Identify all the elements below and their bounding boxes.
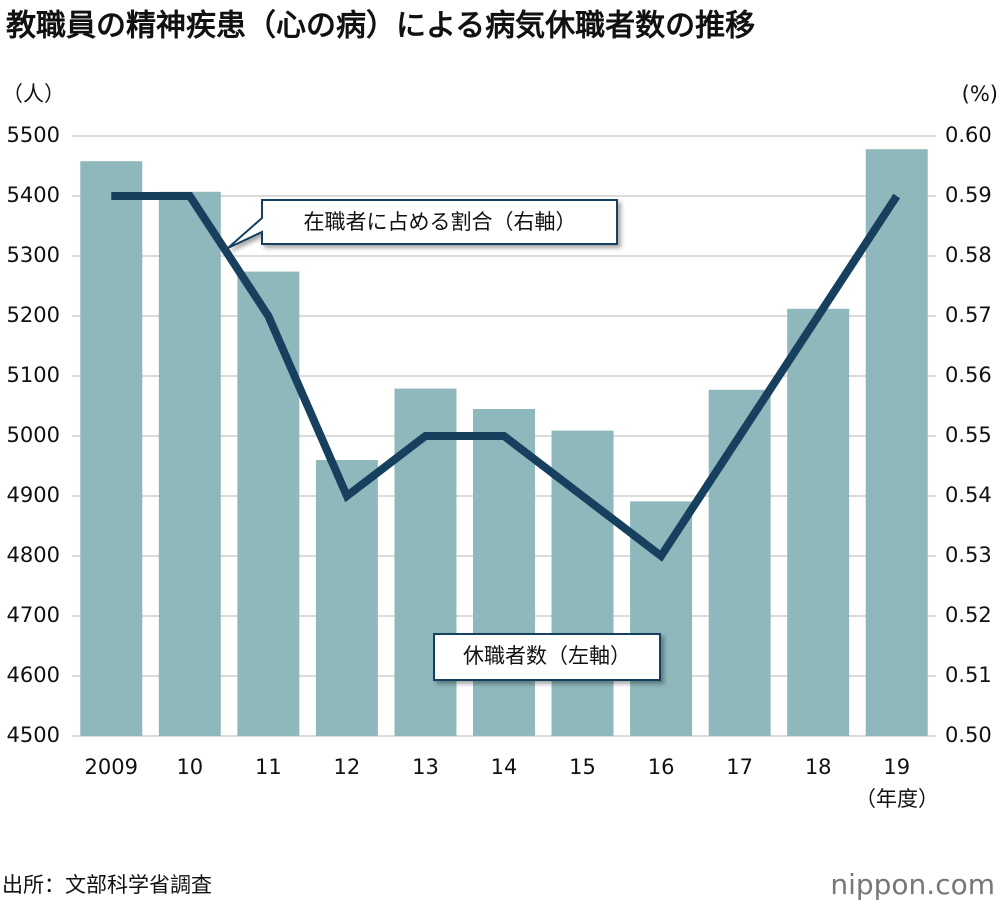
y-tick-label: 5400 [7,183,60,207]
source: 出所：文部科学省調査 [2,873,212,897]
lines [111,192,901,562]
y-tick-label: 4800 [7,543,60,567]
bars [80,149,928,737]
y2-axis-unit: (%) [962,82,998,106]
y2-tick-label: 0.56 [945,363,992,387]
y2-tick-label: 0.53 [945,543,992,567]
x-tick-label: 15 [569,755,596,779]
x-tick-label: 16 [648,755,675,779]
bar [708,389,771,736]
y2-tick-label: 0.59 [945,183,992,207]
bar [237,271,300,736]
annotations: 在職者に占める割合（右軸） 休職者数（左軸） [227,199,661,681]
x-tick-label: 19 [883,755,910,779]
y2-tick-label: 0.50 [945,723,992,747]
y-axis-unit: （人） [2,82,65,106]
y2-tick-label: 0.55 [945,423,992,447]
bar [158,191,221,737]
line [111,192,901,562]
bar [787,308,850,736]
bar [473,409,535,736]
x-tick-label: 17 [726,755,753,779]
bar [315,460,378,736]
chart-title: 教職員の精神疾患（心の病）による病気休職者数の推移 [6,9,755,44]
label-box [433,633,661,681]
x-tick-label: 13 [412,755,439,779]
y-tick-label: 5100 [7,363,60,387]
x-tick-label: 11 [255,755,282,779]
bar-series-label: 休職者数（左軸） [463,644,631,668]
y-tick-label: 4600 [7,663,60,687]
y-tick-label: 4900 [7,483,60,507]
y2-tick-label: 0.57 [945,303,992,327]
y2-tick-label: 0.58 [945,243,992,267]
y2-tick-label: 0.52 [945,603,992,627]
bar [865,149,928,736]
y-tick-label: 5500 [7,123,60,147]
x-tick-label: 10 [176,755,203,779]
y2-tick-label: 0.51 [945,663,992,687]
x-tick-label: 2009 [85,755,138,779]
x-axis-unit: （年度） [855,787,939,811]
y-tick-label: 5200 [7,303,60,327]
x-tick-label: 12 [334,755,361,779]
y-tick-label: 5000 [7,423,60,447]
x-tick-label: 18 [805,755,832,779]
y-tick-label: 4500 [7,723,60,747]
logo: nippon.com [830,868,995,901]
y-tick-label: 4700 [7,603,60,627]
bar [80,161,143,736]
callout-box [227,199,618,249]
y2-tick-label: 0.54 [945,483,992,507]
y-tick-label: 5300 [7,243,60,267]
line-series-label: 在職者に占める割合（右軸） [304,210,577,234]
x-tick-label: 14 [491,755,518,779]
y2-tick-label: 0.60 [945,123,992,147]
